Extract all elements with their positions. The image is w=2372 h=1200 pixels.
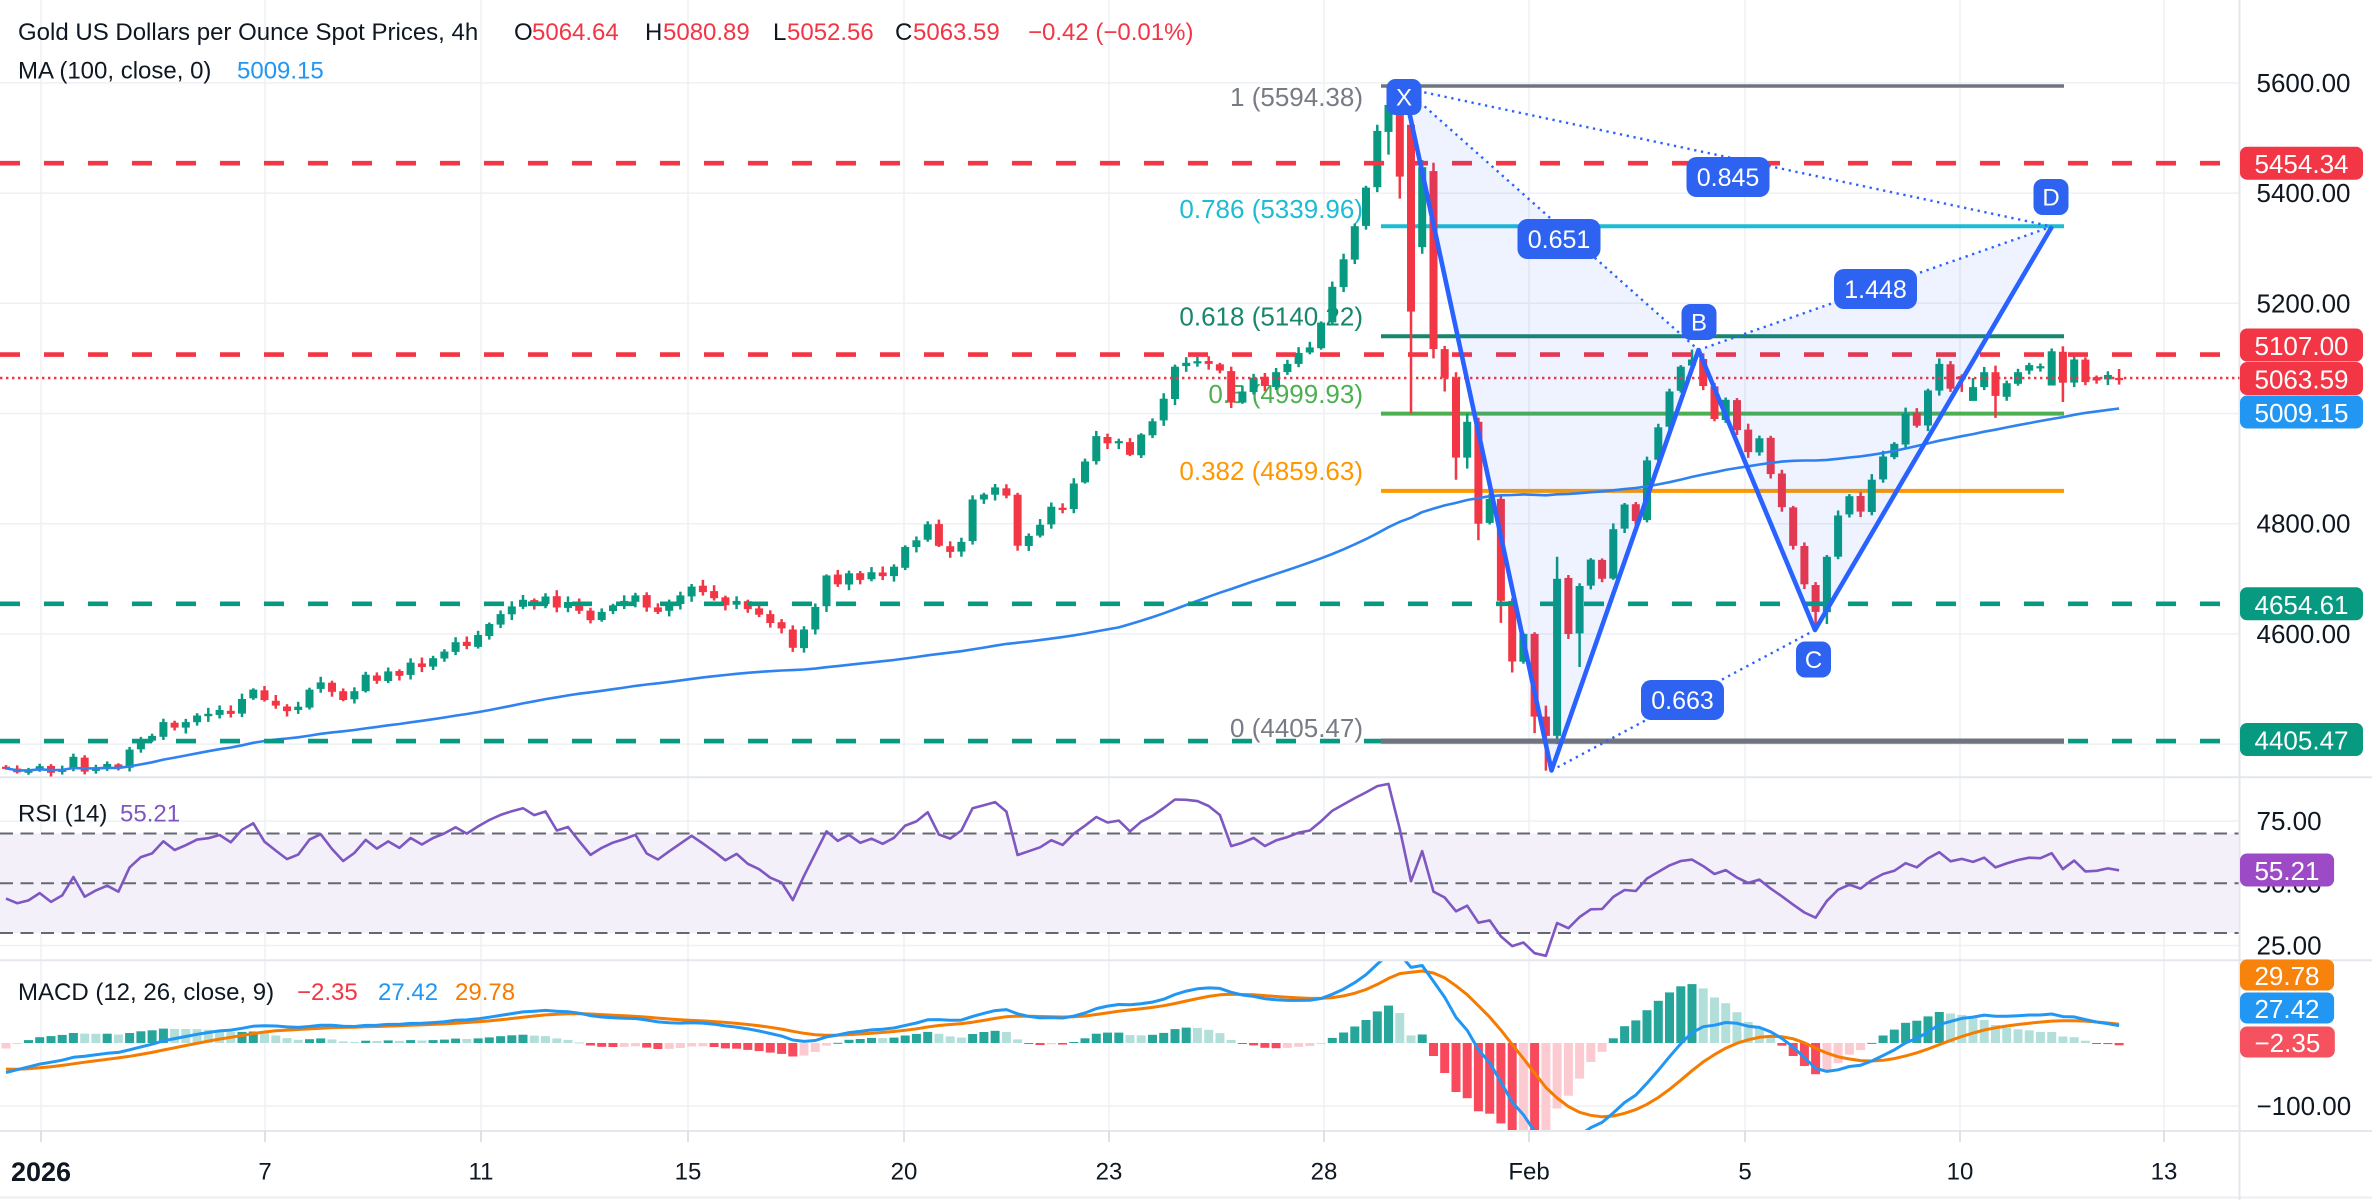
svg-text:5600.00: 5600.00 — [2257, 68, 2351, 98]
svg-text:5064.64: 5064.64 — [532, 19, 619, 46]
svg-text:55.21: 55.21 — [2254, 856, 2319, 886]
svg-text:1 (5594.38): 1 (5594.38) — [1230, 82, 1363, 112]
svg-text:−0.42 (−0.01%): −0.42 (−0.01%) — [1028, 19, 1193, 46]
svg-text:C: C — [1805, 647, 1822, 674]
svg-text:−2.35: −2.35 — [2255, 1028, 2321, 1058]
svg-text:RSI (14): RSI (14) — [18, 801, 107, 828]
svg-text:5009.15: 5009.15 — [237, 58, 324, 85]
svg-text:20: 20 — [891, 1159, 918, 1186]
svg-text:0.663: 0.663 — [1651, 687, 1714, 715]
svg-text:7: 7 — [258, 1159, 271, 1186]
svg-text:5009.15: 5009.15 — [2255, 398, 2349, 428]
svg-text:27.42: 27.42 — [378, 979, 438, 1006]
svg-text:5200.00: 5200.00 — [2257, 288, 2351, 318]
svg-text:0.786 (5339.96): 0.786 (5339.96) — [1179, 194, 1363, 224]
svg-text:0.382 (4859.63): 0.382 (4859.63) — [1179, 456, 1363, 486]
svg-text:−2.35: −2.35 — [297, 979, 358, 1006]
svg-text:X: X — [1396, 85, 1412, 112]
svg-text:10: 10 — [1947, 1159, 1974, 1186]
svg-text:Gold US Dollars per Ounce Spot: Gold US Dollars per Ounce Spot Prices, 4… — [18, 19, 478, 46]
svg-text:0 (4405.47): 0 (4405.47) — [1230, 713, 1363, 743]
svg-text:27.42: 27.42 — [2254, 994, 2319, 1024]
svg-text:5080.89: 5080.89 — [663, 19, 750, 46]
svg-text:5063.59: 5063.59 — [913, 19, 1000, 46]
svg-text:MA (100, close, 0): MA (100, close, 0) — [18, 58, 211, 85]
svg-text:2026: 2026 — [11, 1157, 71, 1187]
svg-text:23: 23 — [1096, 1159, 1123, 1186]
svg-text:5063.59: 5063.59 — [2255, 365, 2349, 395]
svg-text:−100.00: −100.00 — [2257, 1091, 2352, 1121]
svg-text:11: 11 — [469, 1159, 494, 1186]
svg-text:55.21: 55.21 — [120, 801, 180, 828]
svg-text:5400.00: 5400.00 — [2257, 178, 2351, 208]
svg-text:4654.61: 4654.61 — [2255, 590, 2349, 620]
svg-text:MACD (12, 26, close, 9): MACD (12, 26, close, 9) — [18, 979, 274, 1006]
svg-text:D: D — [2042, 185, 2059, 212]
svg-text:25.00: 25.00 — [2257, 931, 2322, 961]
svg-text:29.78: 29.78 — [455, 979, 515, 1006]
svg-text:4405.47: 4405.47 — [2255, 726, 2349, 756]
svg-text:5107.00: 5107.00 — [2255, 331, 2349, 361]
svg-text:4800.00: 4800.00 — [2257, 509, 2351, 539]
svg-text:5454.34: 5454.34 — [2255, 149, 2349, 179]
svg-text:29.78: 29.78 — [2254, 961, 2319, 991]
svg-text:O: O — [514, 19, 533, 46]
svg-text:5: 5 — [1738, 1159, 1751, 1186]
svg-text:H: H — [645, 19, 662, 46]
svg-text:Feb: Feb — [1508, 1159, 1549, 1186]
svg-text:28: 28 — [1311, 1159, 1338, 1186]
svg-text:5052.56: 5052.56 — [787, 19, 874, 46]
svg-text:0.845: 0.845 — [1697, 164, 1760, 192]
svg-text:B: B — [1691, 310, 1707, 337]
svg-text:4600.00: 4600.00 — [2257, 619, 2351, 649]
svg-text:1.448: 1.448 — [1844, 276, 1907, 304]
svg-text:15: 15 — [675, 1159, 702, 1186]
svg-text:0.651: 0.651 — [1528, 226, 1591, 254]
svg-text:L: L — [773, 19, 786, 46]
svg-text:C: C — [895, 19, 912, 46]
svg-text:75.00: 75.00 — [2257, 806, 2322, 836]
svg-text:13: 13 — [2151, 1159, 2178, 1186]
